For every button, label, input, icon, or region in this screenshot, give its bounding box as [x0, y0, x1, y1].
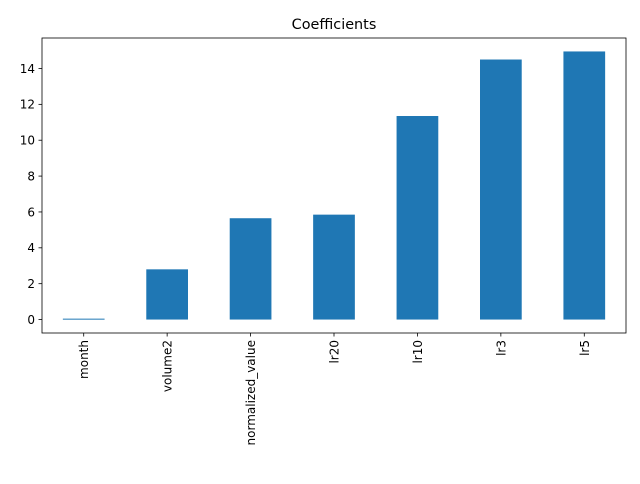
bar-normalized-value [229, 218, 272, 320]
x-tick-label: lr10 [411, 340, 425, 364]
y-tick-label: 14 [20, 62, 35, 76]
bar-lr5 [563, 51, 606, 320]
y-tick-label: 4 [27, 241, 35, 255]
x-tick-label: volume2 [161, 340, 175, 392]
x-tick-label: normalized_value [244, 340, 258, 445]
x-tick-label: lr20 [328, 340, 342, 364]
y-tick-label: 12 [20, 98, 35, 112]
y-tick-label: 6 [27, 205, 35, 219]
bar-lr20 [313, 214, 355, 320]
chart-title: Coefficients [292, 17, 377, 33]
x-tick-label: month [77, 340, 91, 379]
bar-lr10 [396, 116, 439, 320]
plot-area: 0 2 4 6 8 10 12 14 month volume2 normalized_value l… [20, 37, 627, 445]
x-tick-label: lr5 [578, 340, 592, 356]
x-tick-label: lr3 [494, 340, 508, 356]
bar-volume2 [146, 269, 188, 320]
bar-month [62, 318, 105, 320]
y-tick-label: 10 [20, 134, 35, 148]
bar-lr3 [480, 59, 522, 320]
y-tick-label: 8 [27, 169, 35, 183]
y-tick-label: 0 [27, 313, 35, 327]
y-tick-label: 2 [27, 277, 35, 291]
